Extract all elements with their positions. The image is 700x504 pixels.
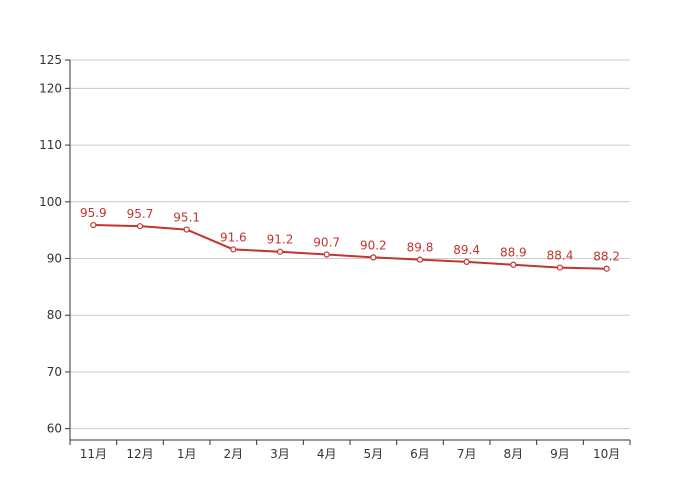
data-point[interactable] <box>370 254 377 261</box>
series-group <box>90 221 610 272</box>
data-point[interactable] <box>136 223 144 230</box>
data-point[interactable] <box>323 251 330 258</box>
x-tick-label: 12月 <box>126 447 153 461</box>
x-tick-label: 8月 <box>504 447 524 461</box>
data-label: 88.9 <box>500 246 527 260</box>
y-tick-label: 80 <box>47 308 62 322</box>
x-tick-label: 7月 <box>457 447 477 461</box>
x-tick-label: 1月 <box>177 447 197 461</box>
data-labels: 95.9 95.7 95.1 91.6 91.2 90.7 90.2 89.8 89.4 88.9… <box>80 206 620 264</box>
y-tick-label: 70 <box>47 365 62 379</box>
x-tick-label: 3月 <box>270 447 290 461</box>
grid-lines <box>70 59 630 430</box>
data-point[interactable] <box>183 226 190 233</box>
x-tick-label: 9月 <box>550 447 570 461</box>
x-tick-label: 10月 <box>593 447 620 461</box>
x-tick-label: 2月 <box>224 447 244 461</box>
y-tick-label: 100 <box>39 195 62 209</box>
data-point[interactable] <box>276 248 284 255</box>
data-point[interactable] <box>463 258 470 266</box>
data-label: 90.2 <box>360 238 387 252</box>
data-point[interactable] <box>230 246 237 253</box>
data-label: 95.1 <box>173 211 200 225</box>
data-point[interactable] <box>416 256 424 263</box>
x-tick-label: 5月 <box>364 447 384 461</box>
data-point[interactable] <box>90 221 97 229</box>
x-tick-label: 6月 <box>410 447 430 461</box>
axes: 60 70 80 90 100 110 120 125 11月 12月 1月 2月 3月 4月 5月 6月 7月… <box>39 53 631 461</box>
data-label: 95.7 <box>127 207 154 221</box>
data-label: 88.2 <box>593 250 620 264</box>
data-point[interactable] <box>556 264 564 271</box>
x-tick-label: 11月 <box>80 447 107 461</box>
data-point[interactable] <box>510 261 517 268</box>
data-label: 90.7 <box>313 236 340 250</box>
data-label: 95.9 <box>80 206 107 220</box>
x-tick-label: 4月 <box>317 447 337 461</box>
y-tick-label: 120 <box>39 81 62 95</box>
series-line <box>93 224 607 270</box>
y-tick-label: 110 <box>39 138 62 152</box>
data-label: 89.8 <box>407 241 434 255</box>
y-tick-label: 125 <box>39 53 62 67</box>
data-label: 89.4 <box>453 243 480 257</box>
data-label: 91.2 <box>267 233 294 247</box>
data-point[interactable] <box>603 265 610 272</box>
data-label: 88.4 <box>547 249 574 263</box>
y-tick-label: 90 <box>47 252 62 266</box>
data-label: 91.6 <box>220 230 247 244</box>
y-tick-label: 60 <box>47 422 62 436</box>
